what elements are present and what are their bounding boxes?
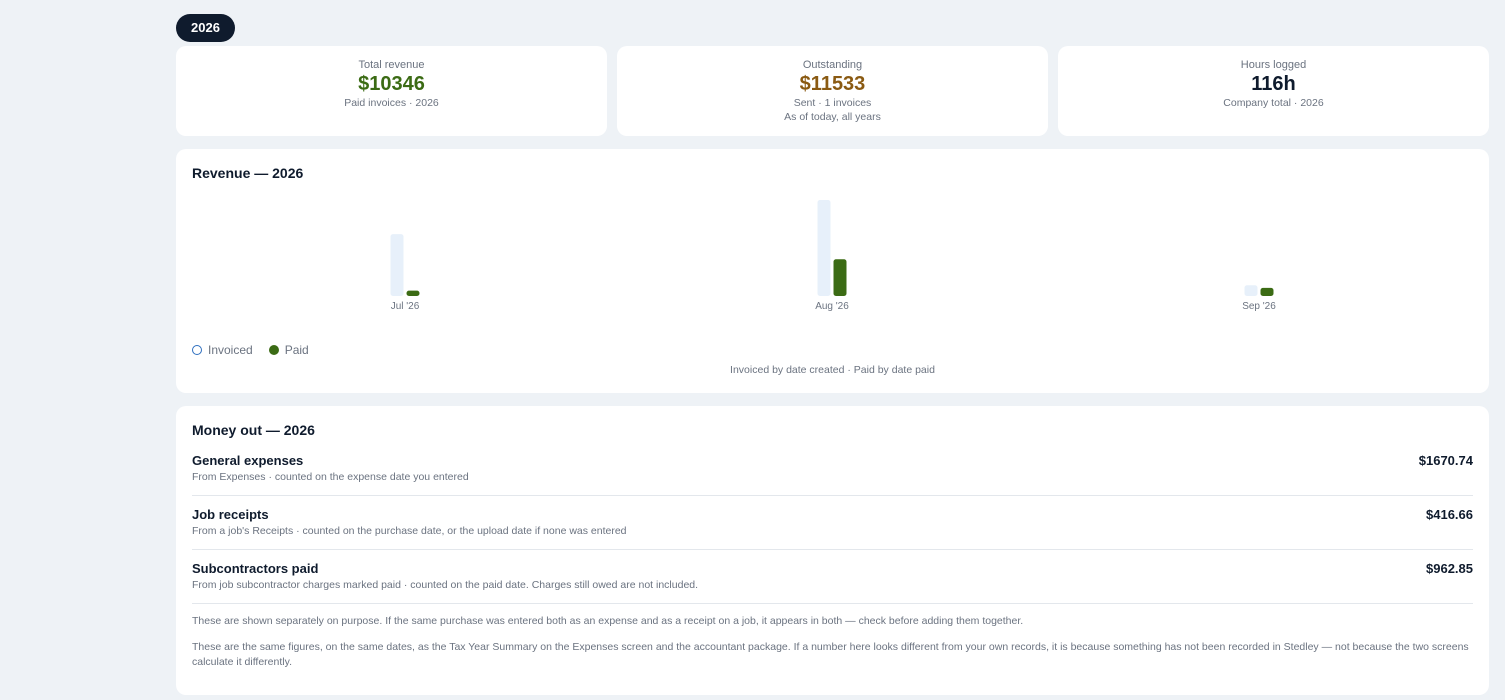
stat-outstanding: Outstanding $11533 Sent · 1 invoices As … — [617, 46, 1048, 136]
stat-sub-secondary: As of today, all years — [784, 111, 881, 123]
money-out-note-separate: These are shown separately on purpose. I… — [192, 615, 1024, 627]
money-out-note-same-figures: These are the same figures, on the same … — [192, 641, 1469, 668]
stat-label: Outstanding — [802, 59, 863, 71]
chart-note: Invoiced by date created · Paid by date … — [730, 364, 935, 376]
revenue-title: Revenue — 2026 — [192, 165, 304, 181]
chart-legend: Invoiced Paid — [192, 343, 309, 357]
money-out-card: Money out — 2026 General expenses From E… — [176, 406, 1489, 695]
stat-label: Hours logged — [1240, 59, 1307, 71]
revenue-card: Jul '26 Aug '26 Sep '26 Revenue — 2026 Inv… — [176, 149, 1489, 393]
stat-value: $10346 — [358, 73, 425, 95]
money-row-general-expenses: General expenses From Expenses · counted… — [192, 452, 1473, 496]
dashboard: 2026 Total revenue $10346 Paid invoices … — [176, 14, 1489, 695]
money-row-desc: From job subcontractor charges marked pa… — [192, 579, 699, 591]
stat-sub: Sent · 1 invoices — [793, 97, 872, 109]
legend-invoiced-swatch — [192, 345, 202, 355]
bar-paid-0[interactable] — [406, 290, 420, 296]
money-row-name: General expenses — [192, 453, 304, 468]
legend-invoiced-label: Invoiced — [208, 343, 253, 357]
legend-invoiced: Invoiced — [192, 343, 253, 357]
year-filter-pill[interactable]: 2026 — [176, 14, 235, 42]
stat-label: Total revenue — [358, 59, 425, 71]
money-row-amount: $1670.74 — [1418, 453, 1473, 468]
legend-paid: Paid — [268, 343, 309, 357]
stats-row: Total revenue $10346 Paid invoices · 202… — [176, 46, 1489, 136]
money-row-text: Job receipts From a job's Receipts · cou… — [192, 506, 627, 539]
stat-value: $11533 — [799, 73, 866, 95]
revenue-chart: Jul '26 Aug '26 Sep '26 — [390, 200, 1276, 312]
money-row-text: General expenses From Expenses · counted… — [192, 452, 469, 485]
x-tick-label: Sep '26 — [1242, 301, 1276, 312]
x-tick-label: Aug '26 — [815, 301, 849, 312]
bar-invoiced-1[interactable] — [817, 200, 831, 296]
stat-total-revenue: Total revenue $10346 Paid invoices · 202… — [176, 46, 607, 136]
stat-hours-logged: Hours logged 116h Company total · 2026 — [1058, 46, 1489, 136]
bar-paid-1[interactable] — [833, 259, 847, 296]
bar-invoiced-2[interactable] — [1244, 285, 1258, 296]
stat-sub: Paid invoices · 2026 — [344, 97, 439, 109]
money-row-text: Subcontractors paid From job subcontract… — [192, 560, 698, 593]
bar-invoiced-0[interactable] — [390, 234, 404, 296]
x-tick-label: Jul '26 — [391, 301, 420, 312]
bar-paid-2[interactable] — [1260, 287, 1274, 296]
money-row-amount: $416.66 — [1426, 507, 1473, 522]
money-row-name: Subcontractors paid — [192, 561, 319, 576]
stat-sub: Company total · 2026 — [1223, 97, 1324, 109]
money-row-job-receipts: Job receipts From a job's Receipts · cou… — [192, 506, 1473, 550]
money-row-subcontractors: Subcontractors paid From job subcontract… — [192, 560, 1473, 604]
money-row-name: Job receipts — [192, 507, 269, 522]
legend-paid-swatch — [268, 345, 279, 355]
money-row-desc: From Expenses · counted on the expense d… — [192, 471, 469, 483]
money-row-desc: From a job's Receipts · counted on the p… — [192, 525, 627, 537]
money-row-amount: $962.85 — [1426, 561, 1473, 576]
stat-value: 116h — [1251, 73, 1296, 95]
legend-paid-label: Paid — [284, 343, 309, 357]
money-out-title: Money out — 2026 — [192, 422, 315, 438]
